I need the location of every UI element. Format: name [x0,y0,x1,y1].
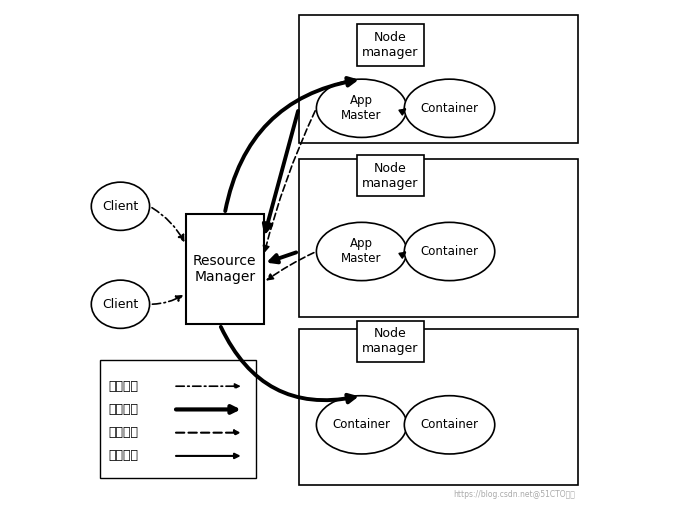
Text: 节点状态: 节点状态 [108,403,138,416]
Bar [357,24,424,66]
Text: Client: Client [102,200,138,213]
Text: Container: Container [420,245,479,258]
Text: 任务状态: 任务状态 [108,450,138,462]
Ellipse shape [404,79,495,138]
Bar [299,158,578,317]
Bar [299,329,578,485]
Ellipse shape [404,396,495,454]
Text: Node
manager: Node manager [362,162,419,189]
Bar [357,321,424,362]
Ellipse shape [317,396,407,454]
Text: 提交作业: 提交作业 [108,379,138,393]
Bar [299,15,578,143]
Text: Node
manager: Node manager [362,328,419,356]
Bar [357,155,424,196]
Bar [100,360,256,478]
Ellipse shape [92,182,150,231]
Ellipse shape [92,280,150,328]
Text: Resource
Manager: Resource Manager [193,254,256,284]
Ellipse shape [317,79,407,138]
Text: Container: Container [420,418,479,431]
Text: App
Master: App Master [341,237,382,266]
Text: Container: Container [333,418,391,431]
Text: https://blog.csdn.net@51CTO博客: https://blog.csdn.net@51CTO博客 [454,490,575,499]
Text: Node
manager: Node manager [362,31,419,59]
Text: 申请资源: 申请资源 [108,426,138,439]
Text: Container: Container [420,102,479,115]
Ellipse shape [404,223,495,280]
Text: App
Master: App Master [341,94,382,122]
Ellipse shape [317,223,407,280]
Bar [186,214,264,324]
Text: Client: Client [102,298,138,311]
